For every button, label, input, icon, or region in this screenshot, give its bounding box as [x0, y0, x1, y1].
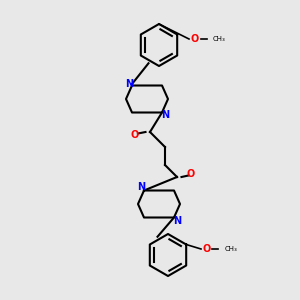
Text: N: N	[137, 182, 145, 193]
Text: O: O	[203, 244, 211, 254]
Text: CH₃: CH₃	[213, 36, 226, 42]
Text: N: N	[125, 79, 133, 89]
Text: CH₃: CH₃	[225, 246, 238, 252]
Text: O: O	[186, 169, 195, 179]
Text: O: O	[191, 34, 199, 44]
Text: N: N	[173, 215, 181, 226]
Text: O: O	[131, 130, 139, 140]
Text: N: N	[161, 110, 169, 121]
